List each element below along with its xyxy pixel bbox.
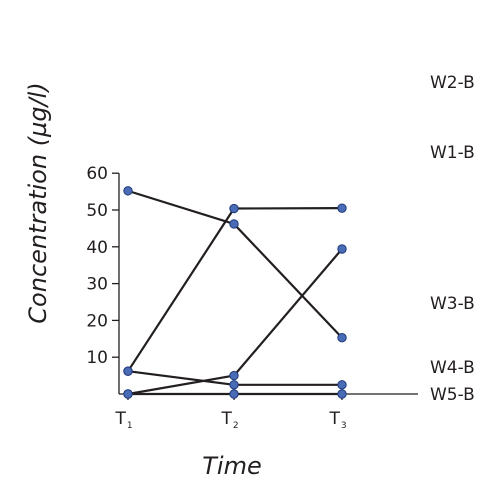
x-ticks: T1 T2 T3 [114,394,347,431]
y-tick-label: 50 [86,201,108,221]
x-tick-label: T1 [114,409,132,431]
series-label-w4-b: W4-B [430,358,475,378]
data-point-w2-b [337,203,347,213]
y-axis-label: Concentration (µg/l) [24,82,52,323]
series-markers [123,186,347,399]
y-tick-label: 40 [86,238,108,258]
data-point-w4-b [123,366,133,376]
series-label-w5-b: W5-B [430,385,475,405]
y-tick-label: 20 [86,311,108,331]
data-point-w3-b [337,332,347,343]
data-point-w1-b [229,370,239,381]
series-line-w2-b [127,207,343,372]
y-tick-label: 60 [86,164,108,184]
data-point-w5-b [229,389,239,399]
data-point-w2-b [229,203,239,214]
x-tick-label: T3 [328,409,346,431]
data-point-w5-b [123,389,133,399]
series-labels: W2-B W1-B W3-B W4-B W5-B [430,73,475,405]
series-label-w1-b: W1-B [430,143,475,163]
y-tick-label: 30 [86,275,108,295]
data-point-w4-b [337,380,347,390]
data-point-w5-b [337,389,347,399]
axes [118,173,418,395]
y-tick-label: 10 [86,348,108,368]
data-point-w1-b [337,244,347,254]
x-axis-label: Time [202,452,261,480]
data-point-w4-b [229,380,239,390]
series-label-w3-b: W3-B [430,294,475,314]
series-label-w2-b: W2-B [430,73,475,93]
data-point-w3-b [229,219,239,229]
data-point-w3-b [123,186,133,196]
x-tick-label: T2 [220,409,238,431]
y-ticks: 10 20 30 40 50 60 [86,164,119,368]
